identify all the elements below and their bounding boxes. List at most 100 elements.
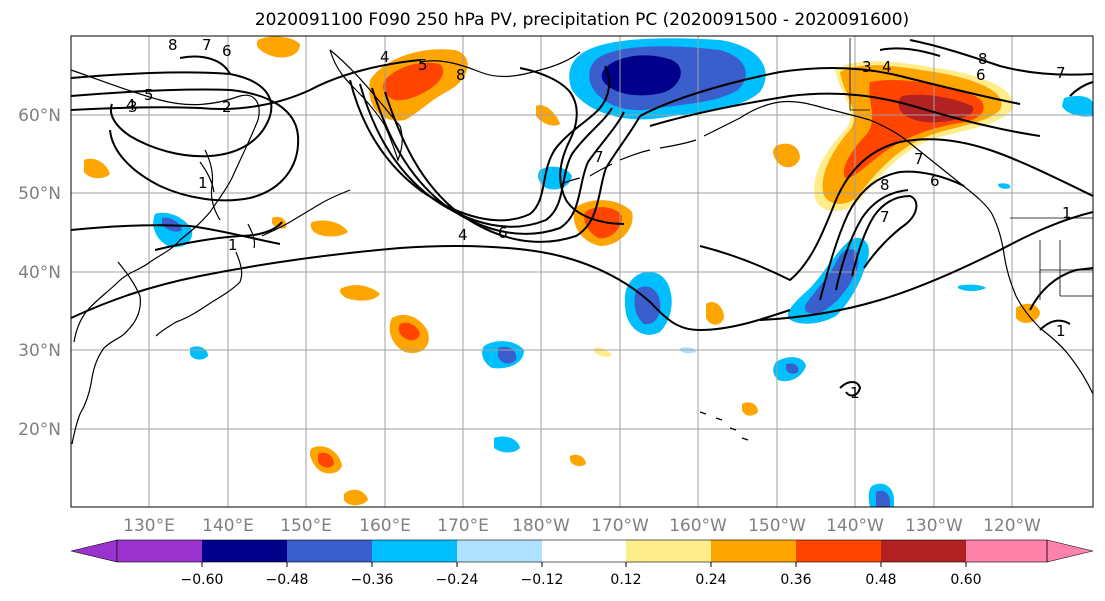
coast-kamchatka [329,49,403,162]
clabel-3: 6 [222,42,232,60]
precip-pos-spot-13 [84,158,110,179]
colorbar-seg-4 [372,540,457,562]
clabel-27: 1 [850,384,860,402]
clabel-22: 8 [978,50,988,68]
precip-pos-spot-8 [344,489,368,506]
precip-pos-spot-7-core [318,452,334,468]
clabel-5: 4 [126,96,136,114]
pv-contour-18 [759,211,1094,321]
clabel-16: 7 [880,208,890,226]
colorbar-seg-10 [881,540,966,562]
colorbar-seg-6 [542,540,626,562]
clabel-4: 5 [144,86,154,104]
lon-label-140e: 140°E [202,516,254,536]
clabel-9: 4 [380,48,390,66]
precip-pos-spot-11 [742,402,758,416]
precip-neg-spot-9 [958,284,986,291]
lon-label-160e: 160°E [359,516,411,536]
clabel-8: 1 [198,174,208,192]
lat-label-20n: 20°N [18,420,61,440]
lat-label-50n: 50°N [18,184,61,204]
map-frame [70,35,1094,508]
precip-neg-aleutian-core [601,55,681,96]
colorbar-label-2: −0.48 [266,572,309,588]
pv-contour-22 [879,47,941,57]
clabel-26: 1 [1056,322,1066,340]
pv-contour-5 [154,221,283,251]
lat-label-40n: 40°N [18,263,61,283]
precip-neg-spot-1-core [498,346,517,364]
pv-contour-4 [70,245,791,332]
lon-label-170w: 170°W [591,516,649,536]
precip-neg-spot-7-core [876,490,890,507]
lon-label-130e: 130°E [123,516,175,536]
clabel-18: 3 [862,58,872,76]
pv-contour-17 [851,194,918,277]
colorbar-extend-min [70,539,118,563]
clabel-2: 7 [202,36,212,54]
pv-contour-15 [819,170,965,301]
clabel-7: 2 [222,98,232,116]
pv-contours [70,39,1094,397]
colorbar-label-5: −0.12 [521,572,564,588]
lon-label-130w: 130°W [905,516,963,536]
colorbar-extend-max [1046,539,1094,563]
clabel-20: 6 [976,66,986,84]
pv-contour-7 [349,65,611,222]
precip-neg-spot-10 [998,183,1011,189]
coast-hawaii [699,411,749,441]
longitude-labels: 130°E 140°E 150°E 160°E 170°E 180°W 170°… [123,516,1041,536]
precip-pos-spot-9 [1016,303,1040,323]
precip-neg-jet-mid [804,249,859,314]
precip-pos-kamchatka-red [383,62,444,101]
lat-label-60n: 60°N [18,106,61,126]
precip-pos-spot-5 [339,285,380,301]
colorbar-seg-3 [287,540,372,562]
precip-neg-mid-pacific-core [634,286,661,325]
colorbar-seg-8 [711,540,796,562]
colorbar-seg-9 [796,540,881,562]
border-us-states [1039,240,1093,300]
lon-label-180w: 180°W [512,516,570,536]
colorbar-label-7: 0.24 [695,572,726,588]
clabel-19: 4 [882,58,892,76]
coastlines [70,49,1094,445]
precip-neg-spot-4-core [786,363,799,374]
lon-label-120w: 120°W [983,516,1041,536]
colorbar-label-10: 0.60 [950,572,981,588]
colorbar-label-6: 0.12 [610,572,641,588]
pv-contour-3 [70,224,281,245]
coast-sakhalin-kuril [199,161,351,237]
pv-contour-23 [1069,81,1094,97]
lon-label-150e: 150°E [280,516,332,536]
clabel-11: 8 [456,66,466,84]
lat-label-30n: 30°N [18,341,61,361]
colorbar-seg-11 [966,540,1047,562]
pv-contour-2 [70,88,300,202]
precip-neg-spot-6 [494,436,520,453]
latitude-labels: 60°N 50°N 40°N 30°N 20°N [18,106,61,440]
precip-neg-spot-8 [1062,96,1093,117]
colorbar-seg-1 [117,540,202,562]
precip-pos-spot-10 [706,301,724,325]
precip-shading [84,36,1093,507]
lon-label-150w: 150°W [748,516,806,536]
lon-label-160w: 160°W [669,516,727,536]
colorbar-label-3: −0.36 [351,572,394,588]
clabel-13: 4 [458,226,468,244]
pv-contour-19 [1029,267,1094,311]
clabel-12: 7 [594,148,604,166]
precip-pos-spot-12 [570,454,586,467]
pv-contour-6 [70,55,421,111]
colorbar-label-8: 0.36 [780,572,811,588]
precip-pos-spot-1 [256,36,300,58]
pv-contour-24 [839,381,862,397]
lon-label-140w: 140°W [826,516,884,536]
colorbar-label-1: −0.60 [181,572,224,588]
precip-pos-spot-4-core [398,322,420,341]
pv-contour-1 [70,71,273,158]
pv-contour-11 [519,67,625,225]
chart-title: 2020091100 F090 250 hPa PV, precipitatio… [255,10,909,30]
colorbar-label-4: −0.24 [436,572,479,588]
